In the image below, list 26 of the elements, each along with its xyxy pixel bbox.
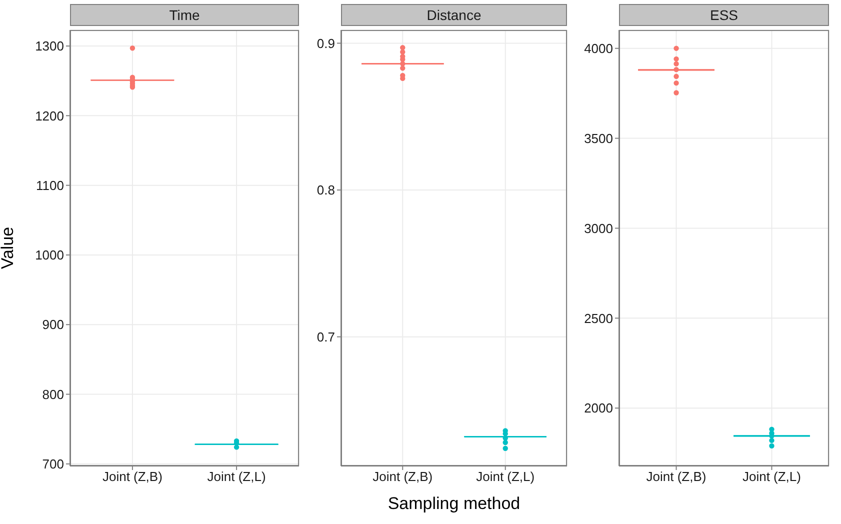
y-tick-label: 2000 [584,400,613,416]
y-tick-label: 0.7 [316,329,335,344]
y-tick-label: 1100 [36,178,64,193]
chart-title: Distance [341,4,567,26]
y-tick-label: 800 [42,386,64,402]
x-tick-label: Joint (Z,B) [646,469,706,484]
x-axis-title: Sampling method [386,494,522,514]
x-tick-label: Joint (Z,L) [476,469,535,484]
y-tick-label: 1000 [35,248,64,263]
x-tick-label: Joint (Z,B) [372,469,433,484]
y-tick-label: 1200 [35,108,64,124]
y-tick-label: 1300 [35,38,64,54]
y-tick-label: 0.8 [316,182,335,198]
y-tick-label: 0.9 [316,36,335,51]
y-axis-title: Value [0,226,18,272]
x-tick-label: Joint (Z,B) [102,469,162,484]
chart-title: Time [70,4,299,26]
y-tick-label: 900 [42,317,64,332]
chart-title: ESS [619,4,829,26]
y-tick-label: 4000 [584,40,613,56]
y-tick-label: 3500 [584,130,613,146]
y-tick-label: 700 [42,456,64,472]
x-tick-label: Joint (Z,L) [742,469,801,484]
y-tick-label: 3000 [584,220,613,236]
y-tick-label: 2500 [584,310,613,326]
x-tick-label: Joint (Z,L) [207,469,266,484]
